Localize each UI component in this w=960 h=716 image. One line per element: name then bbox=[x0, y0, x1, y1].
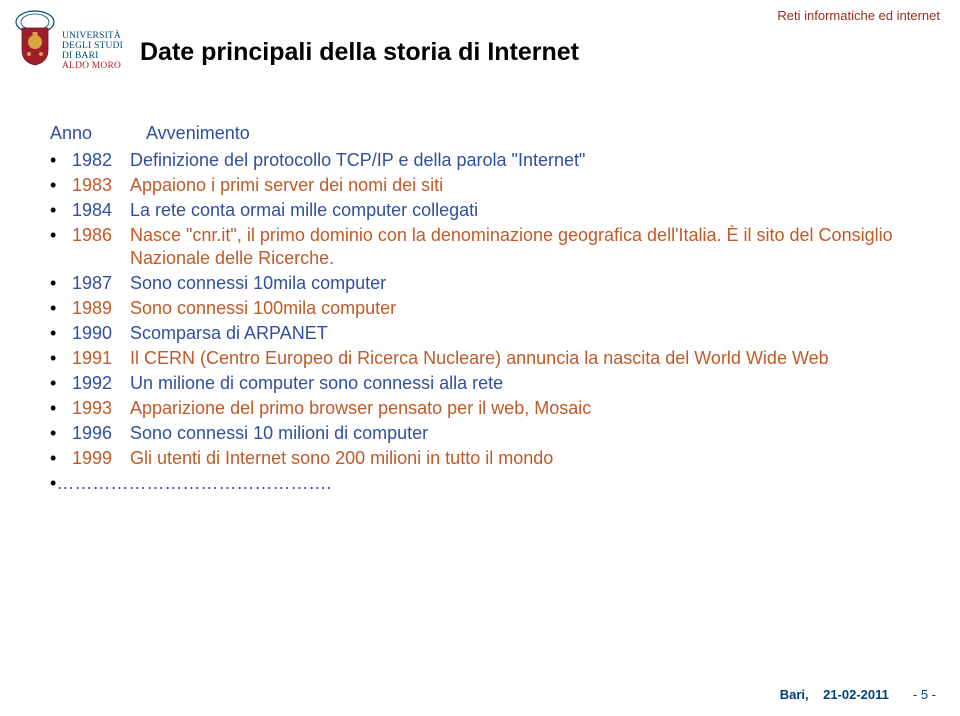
slide: Reti informatiche ed internet UNIVERSITÀ… bbox=[0, 0, 960, 716]
timeline-year: 1991 bbox=[72, 347, 130, 370]
bullet-icon: • bbox=[50, 297, 72, 320]
logo-line-3: ALDO MORO bbox=[62, 62, 129, 72]
footer-loc-date: Bari, 21-02-2011 bbox=[780, 687, 889, 702]
university-logo: UNIVERSITÀ DEGLI STUDI DI BARI ALDO MORO bbox=[14, 10, 129, 72]
timeline-event: Il CERN (Centro Europeo di Ricerca Nucle… bbox=[130, 347, 920, 370]
timeline-year: 1990 bbox=[72, 322, 130, 345]
timeline-event: Definizione del protocollo TCP/IP e dell… bbox=[130, 149, 920, 172]
bullet-icon: • bbox=[50, 224, 72, 247]
bullet-icon: • bbox=[50, 447, 72, 470]
crest-icon bbox=[14, 10, 56, 66]
timeline-event: Sono connessi 10mila computer bbox=[130, 272, 920, 295]
slide-body: Anno Avvenimento •1982Definizione del pr… bbox=[50, 122, 920, 495]
course-header: Reti informatiche ed internet bbox=[777, 8, 940, 23]
timeline-item: •1983Appaiono i primi server dei nomi de… bbox=[50, 174, 920, 197]
timeline-year: 1984 bbox=[72, 199, 130, 222]
bullet-icon: • bbox=[50, 272, 72, 295]
footer: Bari, 21-02-2011 - 5 - bbox=[780, 687, 936, 702]
timeline-year: 1996 bbox=[72, 422, 130, 445]
timeline-event: Scomparsa di ARPANET bbox=[130, 322, 920, 345]
column-headers: Anno Avvenimento bbox=[50, 122, 920, 145]
timeline-year: 1982 bbox=[72, 149, 130, 172]
bullet-icon: • bbox=[50, 372, 72, 395]
bullet-icon: • bbox=[50, 149, 72, 172]
trailing-dots: ………………………………………. bbox=[56, 473, 331, 493]
timeline-year: 1993 bbox=[72, 397, 130, 420]
bullet-icon: • bbox=[50, 347, 72, 370]
logo-line-2: DEGLI STUDI DI BARI bbox=[62, 42, 129, 62]
slide-title: Date principali della storia di Internet bbox=[140, 38, 579, 67]
timeline-event: Sono connessi 10 milioni di computer bbox=[130, 422, 920, 445]
timeline-year: 1992 bbox=[72, 372, 130, 395]
timeline-year: 1986 bbox=[72, 224, 130, 247]
trailing-row: •………………………………………. bbox=[50, 472, 920, 495]
timeline-year: 1989 bbox=[72, 297, 130, 320]
footer-date: 21-02-2011 bbox=[823, 687, 889, 702]
timeline-item: •1991Il CERN (Centro Europeo di Ricerca … bbox=[50, 347, 920, 370]
timeline-event: Nasce "cnr.it", il primo dominio con la … bbox=[130, 224, 920, 270]
timeline-event: Sono connessi 100mila computer bbox=[130, 297, 920, 320]
timeline-item: •1982Definizione del protocollo TCP/IP e… bbox=[50, 149, 920, 172]
timeline-year: 1999 bbox=[72, 447, 130, 470]
bullet-icon: • bbox=[50, 322, 72, 345]
col-avvenimento: Avvenimento bbox=[146, 122, 250, 145]
footer-location: Bari, bbox=[780, 687, 809, 702]
timeline-item: •1996Sono connessi 10 milioni di compute… bbox=[50, 422, 920, 445]
timeline-item: •1992Un milione di computer sono conness… bbox=[50, 372, 920, 395]
logo-text: UNIVERSITÀ DEGLI STUDI DI BARI ALDO MORO bbox=[62, 32, 129, 72]
timeline-item: •1999Gli utenti di Internet sono 200 mil… bbox=[50, 447, 920, 470]
bullet-icon: • bbox=[50, 422, 72, 445]
footer-page: - 5 - bbox=[913, 687, 936, 702]
timeline-list: •1982Definizione del protocollo TCP/IP e… bbox=[50, 149, 920, 470]
timeline-item: •1984La rete conta ormai mille computer … bbox=[50, 199, 920, 222]
timeline-event: Apparizione del primo browser pensato pe… bbox=[130, 397, 920, 420]
timeline-item: •1993Apparizione del primo browser pensa… bbox=[50, 397, 920, 420]
bullet-icon: • bbox=[50, 397, 72, 420]
timeline-item: •1989Sono connessi 100mila computer bbox=[50, 297, 920, 320]
timeline-item: •1986Nasce "cnr.it", il primo dominio co… bbox=[50, 224, 920, 270]
timeline-item: •1987Sono connessi 10mila computer bbox=[50, 272, 920, 295]
bullet-icon: • bbox=[50, 199, 72, 222]
timeline-event: Appaiono i primi server dei nomi dei sit… bbox=[130, 174, 920, 197]
timeline-item: •1990Scomparsa di ARPANET bbox=[50, 322, 920, 345]
timeline-event: La rete conta ormai mille computer colle… bbox=[130, 199, 920, 222]
timeline-event: Un milione di computer sono connessi all… bbox=[130, 372, 920, 395]
col-anno: Anno bbox=[50, 122, 118, 145]
timeline-year: 1987 bbox=[72, 272, 130, 295]
timeline-event: Gli utenti di Internet sono 200 milioni … bbox=[130, 447, 920, 470]
bullet-icon: • bbox=[50, 174, 72, 197]
timeline-year: 1983 bbox=[72, 174, 130, 197]
